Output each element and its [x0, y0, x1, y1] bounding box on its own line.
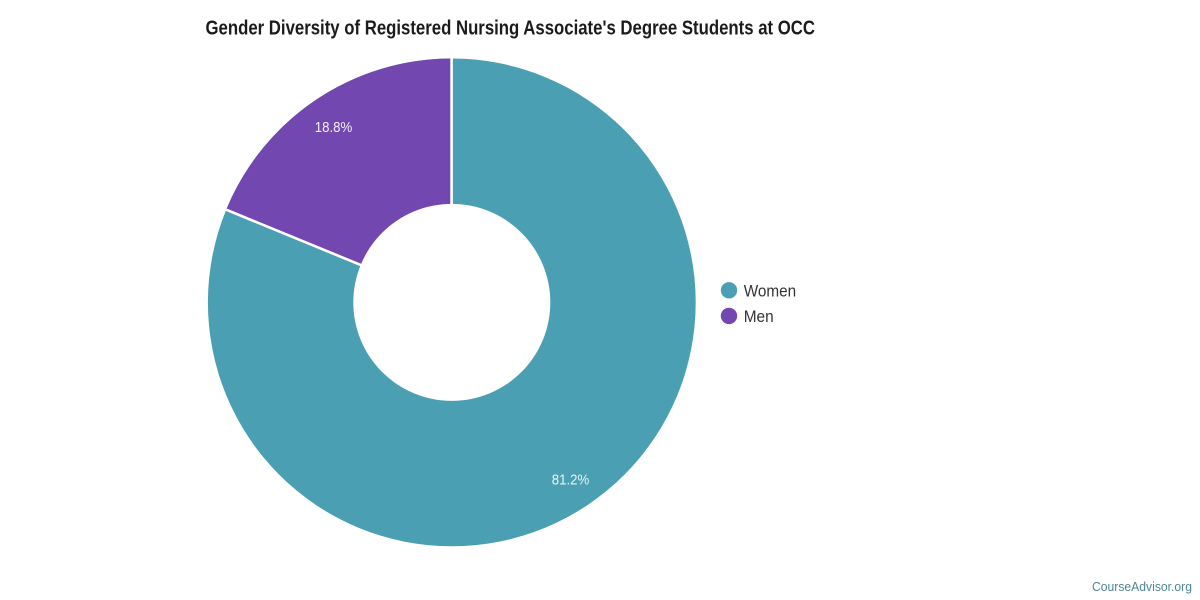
svg-text:Men: Men — [744, 308, 774, 326]
svg-text:CourseAdvisor.org: CourseAdvisor.org — [1092, 579, 1192, 594]
svg-text:18.8%: 18.8% — [315, 119, 353, 136]
svg-text:Gender Diversity of Registered: Gender Diversity of Registered Nursing A… — [206, 17, 816, 40]
svg-text:81.2%: 81.2% — [552, 472, 590, 489]
svg-text:Women: Women — [744, 283, 797, 301]
